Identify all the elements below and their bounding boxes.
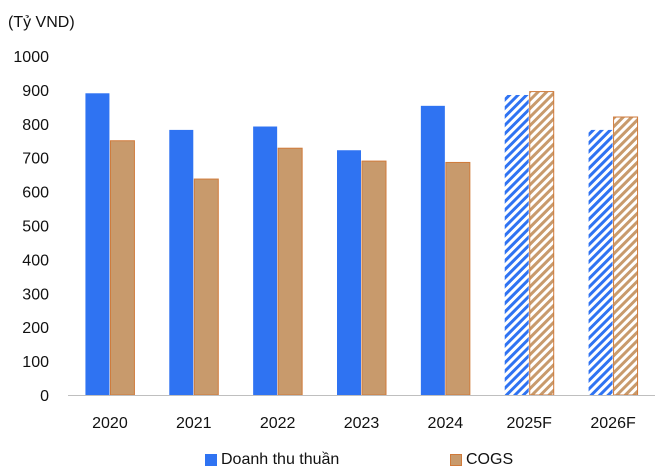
bar-cogs	[445, 161, 471, 396]
bar-cogs	[361, 160, 387, 396]
bar-revenue	[588, 129, 613, 396]
bar-revenue	[253, 126, 278, 396]
x-tick-label: 2026F	[590, 415, 636, 432]
legend-swatch-cogs	[450, 454, 462, 466]
legend-label-revenue: Doanh thu thuần	[221, 451, 340, 468]
y-axis: 0 100 200 300 400 500 600 700 800 900 1000	[13, 49, 49, 405]
legend-label-cogs: COGS	[466, 451, 514, 468]
x-axis: 2020 2021 2022 2023 2024 2025F 2026F	[68, 395, 655, 432]
bar-cogs	[109, 140, 135, 396]
legend-item-cogs: COGS	[450, 448, 513, 472]
x-tick-label: 2023	[344, 415, 380, 432]
legend-item-revenue: Doanh thu thuần	[205, 448, 339, 472]
y-tick-label: 500	[22, 219, 49, 236]
bar-revenue	[504, 94, 529, 396]
y-tick-label: 400	[22, 252, 49, 269]
bar-revenue	[169, 129, 194, 396]
bar-cogs	[613, 116, 639, 396]
x-tick-label: 2021	[176, 415, 212, 432]
bar-cogs	[529, 91, 555, 396]
legend-swatch-revenue	[205, 454, 217, 466]
y-tick-label: 100	[22, 354, 49, 371]
y-tick-label: 200	[22, 320, 49, 337]
x-tick-label: 2024	[428, 415, 464, 432]
y-tick-label: 1000	[13, 49, 49, 66]
bar-cogs	[277, 147, 303, 396]
y-axis-unit-label: (Tỷ VND)	[8, 14, 75, 31]
bar-cogs	[193, 178, 219, 396]
bar-revenue	[337, 150, 361, 395]
x-tick-label: 2022	[260, 415, 296, 432]
legend: Doanh thu thuần COGS	[0, 448, 656, 472]
y-tick-label: 700	[22, 151, 49, 168]
y-tick-label: 900	[22, 83, 49, 100]
y-tick-label: 0	[40, 388, 49, 405]
bars	[85, 91, 639, 396]
x-tick-label: 2020	[92, 415, 128, 432]
y-tick-label: 800	[22, 117, 49, 134]
bar-revenue	[85, 93, 110, 395]
y-tick-label: 300	[22, 286, 49, 303]
x-tick-label: 2025F	[507, 415, 553, 432]
y-tick-label: 600	[22, 185, 49, 202]
bar-revenue	[420, 105, 445, 395]
